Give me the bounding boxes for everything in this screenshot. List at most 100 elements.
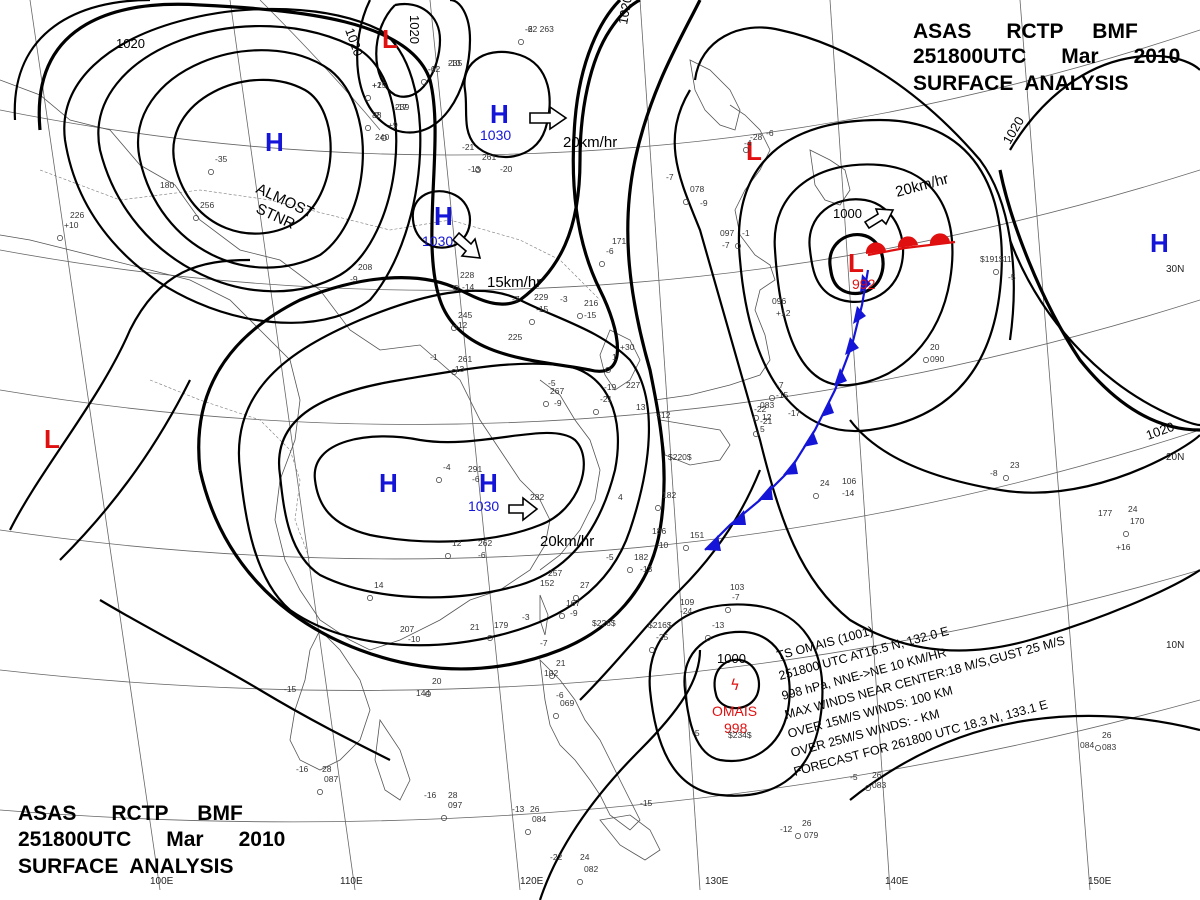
station-value: 4 <box>618 492 623 502</box>
station-value: 12 <box>762 412 772 422</box>
station-value: -14 <box>462 282 475 292</box>
station-value: 20 <box>930 342 940 352</box>
station-value: -6 <box>556 690 564 700</box>
motion-label: 20km/hr <box>540 533 594 550</box>
high-pressure-value: 1030 <box>480 127 511 143</box>
station-marker <box>993 269 999 275</box>
station-marker <box>593 409 599 415</box>
station-value: -10 <box>448 58 461 68</box>
station-plots: -22 263235-12+223938+9240-21261-20-13-35… <box>57 24 1144 885</box>
station-value: 083 <box>760 400 774 410</box>
station-value: 216 <box>584 298 598 308</box>
station-value: -13 <box>512 804 525 814</box>
station-marker <box>1123 531 1129 537</box>
station-value: 228 <box>460 270 474 280</box>
station-value: $234$ <box>728 730 752 740</box>
station-value: -15 <box>640 798 653 808</box>
typhoon-icon: ϟ <box>730 676 740 694</box>
station-marker <box>549 673 555 679</box>
station-value: 102 <box>544 668 558 678</box>
station-value: -17 <box>395 102 408 112</box>
station-value: -4 <box>744 138 752 148</box>
station-value: -13 <box>452 364 465 374</box>
station-value: 226 <box>70 210 84 220</box>
station-marker <box>381 135 387 141</box>
station-value: 097 <box>720 228 734 238</box>
station-value: 078 <box>690 184 704 194</box>
station-value: 096 <box>772 296 786 306</box>
station-value: -28 <box>750 132 763 142</box>
station-value: 186 <box>652 526 666 536</box>
station-value: -25 <box>656 632 669 642</box>
high-pressure-center: H <box>1150 228 1169 258</box>
station-value: 208 <box>358 262 372 272</box>
station-marker <box>553 713 559 719</box>
station-marker <box>769 395 775 401</box>
station-value: 24 <box>820 478 830 488</box>
station-value: 182 <box>634 552 648 562</box>
station-marker <box>599 261 605 267</box>
station-value: -10 <box>656 540 669 550</box>
typhoon-pressure: 998 <box>724 720 748 736</box>
station-value: -3 <box>522 612 530 622</box>
station-marker <box>743 147 749 153</box>
station-marker <box>425 691 431 697</box>
station-value: 082 <box>584 864 598 874</box>
station-value: 20 <box>432 676 442 686</box>
station-value: 26 <box>802 818 812 828</box>
station-value: -17 <box>788 408 801 418</box>
station-marker <box>451 369 457 375</box>
isobar-label: 1000 <box>833 206 862 221</box>
station-value: 240 <box>375 132 389 142</box>
station-marker <box>543 401 549 407</box>
station-value: 103 <box>730 582 744 592</box>
station-value: +9 <box>388 120 398 130</box>
station-value: 27 <box>580 580 590 590</box>
station-value: -13 <box>468 164 481 174</box>
station-marker <box>475 167 481 173</box>
header-top-line3: SURFACE ANALYSIS <box>913 72 1129 95</box>
station-marker <box>577 879 583 885</box>
station-value: 087 <box>324 774 338 784</box>
isobar-label: 1020 <box>116 36 145 51</box>
station-value: $216$ <box>648 620 672 630</box>
station-value: -15 <box>284 684 297 694</box>
station-value: 261 <box>482 152 496 162</box>
station-value: 282 <box>530 492 544 502</box>
lon-label: 110E <box>340 876 363 887</box>
station-value: 23 <box>1010 460 1020 470</box>
station-value: -9 <box>570 608 578 618</box>
high-pressure-center: H <box>479 468 498 498</box>
station-value: -1 <box>742 228 750 238</box>
station-value: -7 <box>776 380 784 390</box>
motion-label: 20km/hr <box>563 134 617 151</box>
station-value: -7 <box>512 294 520 304</box>
typhoon-name: OMAIS <box>712 703 757 719</box>
station-marker <box>725 607 731 613</box>
isobar-label: 1020 <box>407 15 422 44</box>
station-marker <box>683 545 689 551</box>
station-marker <box>529 319 535 325</box>
station-value: 256 <box>200 200 214 210</box>
station-value: 083 <box>1102 742 1116 752</box>
station-value: +15 <box>372 80 387 90</box>
station-marker <box>436 477 442 483</box>
station-value: $226$ <box>592 618 616 628</box>
station-value: 171 <box>612 236 626 246</box>
station-value: -5 <box>692 728 700 738</box>
station-value: 14 <box>374 580 384 590</box>
station-value: -35 <box>215 154 228 164</box>
grid-labels: 30N 20N 10N 100E 110E 120E 130E 140E 150… <box>150 264 1184 887</box>
station-value: -21 <box>462 142 475 152</box>
station-value: +10 <box>64 220 79 230</box>
lat-label: 10N <box>1166 640 1184 651</box>
station-value: 225 <box>508 332 522 342</box>
station-value: 5 <box>760 424 765 434</box>
station-value: 097 <box>448 800 462 810</box>
station-value: -15 <box>584 310 597 320</box>
station-marker <box>193 215 199 221</box>
station-value: -12 <box>455 320 468 330</box>
station-marker <box>57 235 63 241</box>
header-bottom: ASAS RCTP BMF 251800UTC Mar 2010 SURFACE… <box>18 802 285 878</box>
